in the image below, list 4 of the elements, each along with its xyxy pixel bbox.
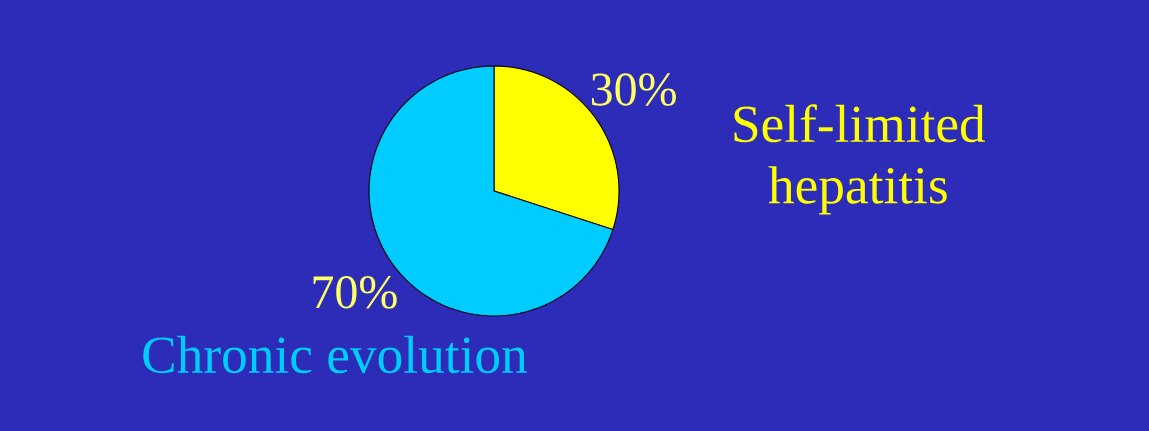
slice-label: Chronic evolution (143, 335, 527, 374)
data-label: 30% (591, 73, 676, 106)
data-label: 70% (313, 276, 397, 309)
slice-label: Self-limited hepatitis (734, 104, 986, 215)
